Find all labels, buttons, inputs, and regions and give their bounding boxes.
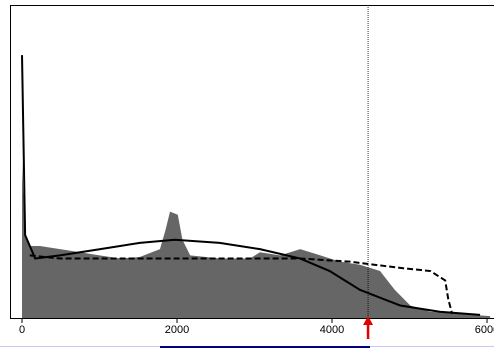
x-tick-label: 2000 bbox=[165, 324, 189, 336]
x-tick-label: 4000 bbox=[320, 324, 344, 336]
marker-arrow-head bbox=[363, 316, 374, 325]
plot-frame bbox=[10, 5, 494, 319]
area bbox=[22, 161, 491, 318]
x-tick-label: 6000 bbox=[475, 324, 494, 336]
x-tick-label: 0 bbox=[19, 324, 25, 336]
line bbox=[29, 254, 454, 315]
